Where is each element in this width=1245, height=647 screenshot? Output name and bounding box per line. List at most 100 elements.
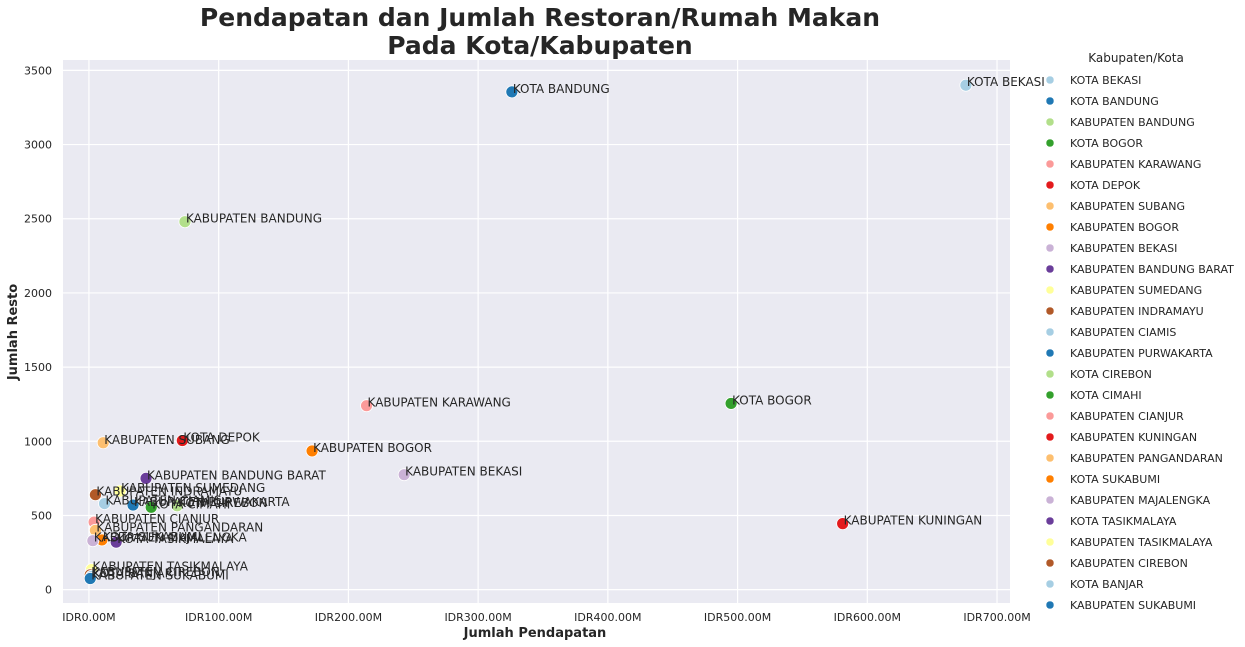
legend: Kabupaten/Kota KOTA BEKASI KOTA BANDUNG KA… <box>1045 51 1234 612</box>
legend-label: KABUPATEN KUNINGAN <box>1070 431 1197 444</box>
legend-marker <box>1045 264 1055 274</box>
legend-label: KOTA BEKASI <box>1070 74 1141 87</box>
legend-marker <box>1045 138 1055 148</box>
point-label: KABUPATEN INDRAMAYU <box>96 485 242 499</box>
legend-marker <box>1045 180 1055 190</box>
data-point <box>724 397 738 410</box>
legend-label: KOTA TASIKMALAYA <box>1070 515 1177 528</box>
point-label: KABUPATEN KARAWANG <box>368 396 511 410</box>
legend-label: KOTA DEPOK <box>1070 179 1141 192</box>
y-axis-label: Jumlah Resto <box>6 284 21 381</box>
y-tick-label: 500 <box>31 509 52 522</box>
chart-title-line-2: Pada Kota/Kabupaten <box>387 31 692 60</box>
point-label: KOTA CIMAHI <box>152 497 230 511</box>
point-label: KOTA BANJAR <box>93 566 173 580</box>
legend-label: KOTA CIREBON <box>1070 368 1152 381</box>
legend-label: KABUPATEN PANGANDARAN <box>1070 452 1223 465</box>
legend-label: KOTA CIMAHI <box>1070 389 1142 402</box>
legend-marker <box>1045 537 1055 547</box>
legend-marker <box>1045 516 1055 526</box>
data-point <box>86 534 100 548</box>
x-tick-label: IDR300.00M <box>444 611 511 624</box>
y-tick-label: 3500 <box>24 64 52 77</box>
legend-label: KOTA SUKABUMI <box>1070 473 1160 486</box>
legend-marker <box>1045 285 1055 295</box>
x-tick-label: IDR500.00M <box>704 611 771 624</box>
x-tick-label: IDR600.00M <box>834 611 901 624</box>
point-label: KABUPATEN BANDUNG <box>186 212 322 226</box>
data-point <box>96 436 110 450</box>
legend-label: KOTA BANDUNG <box>1070 95 1159 108</box>
point-label: KABUPATEN BOGOR <box>313 441 432 455</box>
legend-label: KABUPATEN BANDUNG <box>1070 116 1195 129</box>
data-point <box>98 497 111 510</box>
legend-label: KABUPATEN TASIKMALAYA <box>1070 536 1213 549</box>
legend-title: Kabupaten/Kota <box>1088 51 1184 65</box>
data-point <box>113 484 127 498</box>
data-point <box>305 444 319 458</box>
point-label: KABUPATEN SUKABUMI <box>91 569 229 583</box>
point-label: KOTA CIREBON <box>178 496 267 510</box>
point-label: KOTA BANDUNG <box>513 82 610 96</box>
legend-marker <box>1045 390 1055 400</box>
y-tick-label: 2000 <box>24 287 52 300</box>
legend-label: KABUPATEN INDRAMAYU <box>1070 305 1204 318</box>
legend-marker <box>1045 75 1055 85</box>
point-label: KABUPATEN BEKASI <box>405 465 522 479</box>
legend-marker <box>1045 222 1055 232</box>
legend-label: KABUPATEN CIAMIS <box>1070 326 1176 339</box>
legend-marker <box>1045 369 1055 379</box>
legend-label: KABUPATEN SUMEDANG <box>1070 284 1202 297</box>
data-point <box>836 517 850 531</box>
x-tick-label: IDR700.00M <box>963 611 1030 624</box>
plot-area <box>63 60 1010 603</box>
legend-label: KABUPATEN BOGOR <box>1070 221 1179 234</box>
legend-label: KABUPATEN CIREBON <box>1070 557 1188 570</box>
data-points <box>83 78 973 585</box>
legend-label: KABUPATEN BANDUNG BARAT <box>1070 263 1234 276</box>
point-labels: KOTA BEKASI KOTA BANDUNG KABUPATEN BANDUNG… <box>91 75 1045 582</box>
legend-marker <box>1045 243 1055 253</box>
chart-title-line-1: Pendapatan dan Jumlah Restoran/Rumah Mak… <box>200 3 880 32</box>
legend-marker <box>1045 201 1055 211</box>
data-point <box>139 471 153 485</box>
point-label: KABUPATEN CIANJUR <box>95 512 219 526</box>
legend-marker <box>1045 411 1055 421</box>
legend-marker <box>1045 327 1055 337</box>
legend-label: KOTA BOGOR <box>1070 137 1143 150</box>
point-label: KABUPATEN KUNINGAN <box>844 514 983 528</box>
legend-marker <box>1045 558 1055 568</box>
data-point <box>175 434 189 447</box>
legend-marker <box>1045 117 1055 127</box>
point-label: KABUPATEN SUBANG <box>104 433 229 447</box>
data-point <box>126 498 140 512</box>
legend-marker <box>1045 474 1055 484</box>
point-label: KABUPATEN SUMEDANG <box>121 481 265 495</box>
point-label: KABUPATEN MAJALENGKA <box>94 531 248 545</box>
x-axis-ticks: IDR0.00M IDR100.00M IDR200.00M IDR300.00M ID… <box>62 611 1030 624</box>
data-point <box>959 78 973 92</box>
legend-marker <box>1045 495 1055 505</box>
data-point <box>109 535 123 549</box>
data-point <box>360 399 373 413</box>
point-label: KOTA BEKASI <box>967 75 1045 89</box>
point-label: KABUPATEN TASIKMALAYA <box>93 560 249 574</box>
point-label: KABUPATEN PANGANDARAN <box>96 520 263 534</box>
x-tick-label: IDR0.00M <box>62 611 115 624</box>
legend-label: KOTA BANJAR <box>1070 578 1144 591</box>
y-tick-label: 0 <box>45 584 52 597</box>
point-label: KABUPATEN CIREBON <box>91 565 220 579</box>
legend-label: KABUPATEN MAJALENGKA <box>1070 494 1211 507</box>
grid-lines <box>63 60 1010 603</box>
x-axis-label: Jumlah Pendapatan <box>463 626 607 641</box>
y-tick-label: 2500 <box>24 213 52 226</box>
legend-marker <box>1045 306 1055 316</box>
data-point <box>178 215 192 229</box>
legend-label: KABUPATEN BEKASI <box>1070 242 1177 255</box>
legend-marker <box>1045 453 1055 463</box>
legend-marker <box>1045 579 1055 589</box>
y-tick-label: 1000 <box>24 435 52 448</box>
legend-label: KABUPATEN SUKABUMI <box>1070 599 1196 612</box>
point-label: KABUPATEN BANDUNG BARAT <box>147 468 326 482</box>
